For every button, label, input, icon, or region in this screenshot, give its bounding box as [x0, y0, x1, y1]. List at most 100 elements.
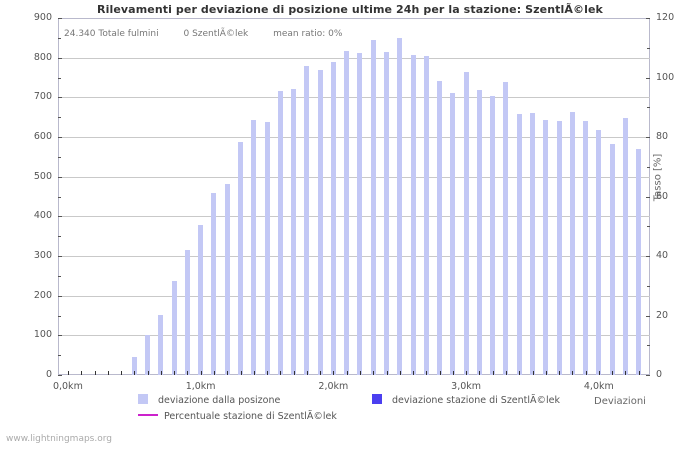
x-axis-tick: [160, 371, 162, 375]
y-axis-minor-tick: [58, 236, 61, 238]
bar: [463, 71, 469, 375]
x-axis-tick: [147, 371, 149, 375]
y-axis-left-tick-label: 900: [33, 12, 52, 23]
y-axis-right-tick-label: 0: [656, 369, 663, 380]
gridline: [58, 335, 650, 337]
bar: [145, 335, 151, 375]
y-axis-minor-tick: [58, 355, 61, 357]
bar: [503, 82, 509, 375]
y-axis-right-tick-label: 40: [656, 250, 669, 261]
x-axis-tick: [519, 371, 521, 375]
x-axis-tick: [399, 371, 401, 375]
y-axis-right-minor-tick: [647, 345, 650, 347]
x-axis-tick: [386, 371, 388, 375]
x-axis-tick: [333, 371, 335, 375]
y-axis-minor-tick: [58, 77, 61, 79]
bar-series: [58, 18, 650, 375]
y-axis-right-minor-tick: [647, 226, 650, 228]
x-axis-tick: [545, 371, 547, 375]
x-axis-tick: [612, 371, 614, 375]
y-axis-right-tick: [646, 375, 650, 376]
y-axis-tick: [58, 216, 62, 218]
gridline: [58, 256, 650, 257]
y-axis-tick: [58, 295, 62, 297]
y-axis-right-tick: [646, 18, 650, 19]
bar: [238, 142, 243, 375]
bar: [264, 122, 270, 375]
bar: [530, 113, 536, 375]
x-axis-tick: [559, 371, 561, 375]
bar: [171, 281, 177, 375]
bar: [277, 91, 283, 375]
x-axis-tick: [466, 371, 468, 375]
gridline: [58, 216, 650, 218]
chart-annotations: 24.340 Totale fulmini 0 SzentlÃ©lek mean…: [64, 29, 342, 39]
x-axis-tick-label: 3,0km: [451, 381, 482, 392]
x-axis-tick: [572, 371, 574, 375]
legend-label: Percentuale stazione di SzentlÃ©lek: [164, 411, 337, 422]
legend-swatch-icon: [138, 394, 148, 404]
y-axis-left-tick-label: 700: [33, 91, 52, 103]
legend-item-deviazione-stazione[interactable]: deviazione stazione di SzentlÃ©lek: [372, 394, 560, 406]
y-axis-right-tick-label: 120: [656, 12, 675, 23]
bar: [330, 61, 336, 375]
y-axis-right-tick: [646, 77, 650, 79]
y-axis-tick: [58, 256, 62, 257]
y-axis-right-minor-tick: [647, 47, 650, 49]
y-axis-minor-tick: [58, 37, 61, 39]
bar: [596, 129, 602, 375]
legend-item-deviazione-posizione[interactable]: deviazione dalla posizone: [138, 394, 280, 406]
x-axis-tick: [585, 371, 587, 375]
y-axis-tick: [58, 335, 62, 337]
x-axis-tick: [134, 371, 136, 375]
y-axis-right-tick: [646, 137, 650, 138]
y-axis-right-minor-tick: [647, 285, 650, 287]
y-axis-right-title: Tasso [%]: [652, 153, 664, 202]
legend-swatch-icon: [372, 394, 382, 404]
x-axis-tick: [346, 371, 348, 375]
bar: [224, 183, 230, 375]
y-axis-right-tick: [646, 315, 650, 317]
annotation-station: 0 SzentlÃ©lek: [183, 29, 249, 39]
bar: [344, 50, 350, 375]
bar: [304, 65, 310, 375]
x-axis-tick: [532, 371, 534, 375]
gridline: [58, 57, 650, 59]
y-axis-right-tick-label: 60: [656, 190, 669, 202]
x-axis-tick: [280, 371, 282, 375]
x-axis-tick: [253, 371, 255, 375]
gridline: [58, 97, 650, 99]
x-axis-tick: [373, 371, 375, 375]
x-axis-tick: [213, 371, 215, 375]
y-axis-right-tick-label: 100: [656, 71, 675, 83]
bar: [184, 250, 190, 375]
y-axis-left-tick-label: 200: [33, 289, 52, 301]
x-axis-tick: [505, 371, 507, 375]
annotation-mean-ratio: mean ratio: 0%: [273, 29, 343, 39]
gridline: [58, 137, 650, 138]
bar: [317, 70, 323, 375]
y-axis-right-minor-tick: [647, 107, 650, 109]
x-axis-tick-label: 1,0km: [185, 381, 216, 392]
x-axis-tick: [107, 371, 109, 375]
bar: [397, 37, 403, 375]
y-axis-tick: [58, 97, 62, 99]
x-axis-tick: [81, 371, 83, 375]
x-axis-tick: [320, 371, 322, 375]
bar: [251, 120, 257, 375]
y-axis-left-tick-label: 600: [33, 131, 52, 142]
x-axis-tick: [492, 371, 494, 375]
legend-item-percentuale-stazione[interactable]: Percentuale stazione di SzentlÃ©lek: [138, 411, 337, 422]
bar: [569, 112, 575, 375]
x-axis-tick: [293, 371, 295, 375]
chart-legend: deviazione dalla posizone deviazione sta…: [0, 392, 700, 432]
x-axis-tick: [240, 371, 242, 375]
bar: [622, 117, 628, 375]
y-axis-minor-tick: [58, 196, 61, 198]
bar: [556, 120, 562, 375]
y-axis-minor-tick: [58, 275, 61, 277]
plot-frame: [58, 18, 650, 375]
y-axis-right-tick: [646, 196, 650, 198]
bar: [370, 39, 376, 375]
y-axis-minor-tick: [58, 315, 61, 317]
